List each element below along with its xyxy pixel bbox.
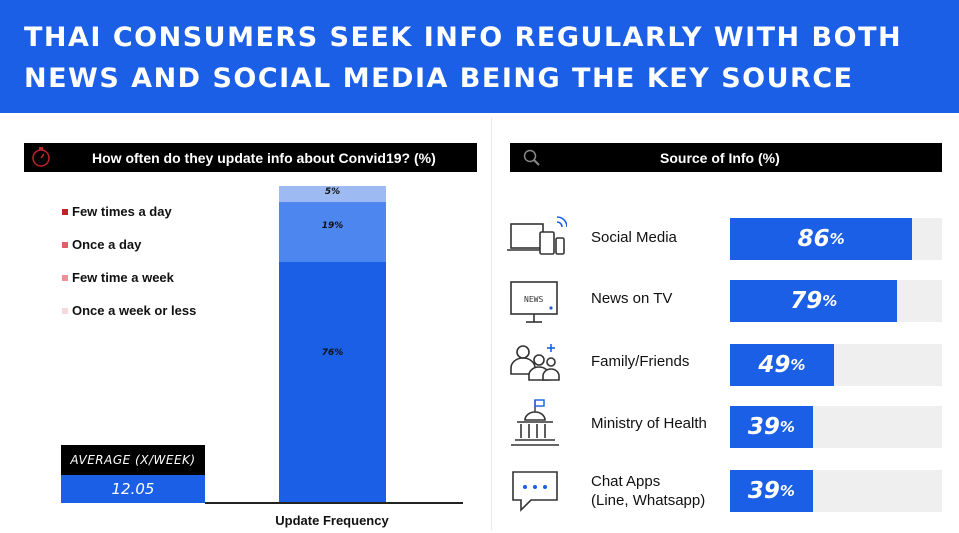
bar-segment-label: 19% <box>321 220 344 231</box>
source-track: 86% <box>730 218 942 260</box>
source-row-news-on-tv: NEWS News on TV 79% <box>505 272 945 332</box>
bar-segment-label: 76% <box>321 348 344 359</box>
source-bar <box>730 406 813 448</box>
source-value: 86% <box>797 226 845 252</box>
stopwatch-icon <box>30 146 52 168</box>
family-icon <box>505 336 567 396</box>
source-value: 49% <box>758 352 806 378</box>
legend-label: Once a day <box>72 237 142 252</box>
average-label: AVERAGE (X/WEEK) <box>61 445 205 475</box>
panel-divider <box>491 118 492 530</box>
title-line-1: THAI CONSUMERS SEEK INFO REGULARLY WITH … <box>24 22 903 53</box>
svg-text:NEWS: NEWS <box>524 295 543 304</box>
legend-item-few-week: Few time a week <box>62 270 174 285</box>
source-value: 79% <box>790 288 838 314</box>
source-track: 39% <box>730 406 942 448</box>
source-row-chat-apps: Chat Apps (Line, Whatsapp) 39% <box>505 462 945 522</box>
right-panel-header: Source of Info (%) <box>510 143 942 172</box>
legend-item-few-times-day: Few times a day <box>62 204 172 219</box>
legend-label: Few times a day <box>72 204 172 219</box>
right-panel-title: Source of Info (%) <box>660 149 780 166</box>
source-row-family-friends: Family/Friends 49% <box>505 336 945 396</box>
source-bar <box>730 470 813 512</box>
tv-news-icon: NEWS <box>505 272 567 332</box>
source-bar <box>730 344 834 386</box>
chat-bubble-icon <box>505 462 567 522</box>
legend-label: Few time a week <box>72 270 174 285</box>
source-label: Social Media <box>591 229 677 246</box>
devices-icon <box>505 210 568 270</box>
title-banner: THAI CONSUMERS SEEK INFO REGULARLY WITH … <box>0 0 959 113</box>
x-axis-line <box>205 502 463 504</box>
source-label: News on TV <box>591 290 673 307</box>
bar-segment-2 <box>279 201 386 262</box>
source-label: Ministry of Health <box>591 415 707 432</box>
legend-swatch <box>62 307 68 314</box>
magnifier-icon <box>522 148 542 168</box>
source-row-ministry-of-health: Ministry of Health 39% <box>505 398 945 458</box>
legend-item-once-week-or-less: Once a week or less <box>62 303 196 318</box>
source-track: 49% <box>730 344 942 386</box>
source-track: 79% <box>730 280 942 322</box>
government-building-icon <box>505 398 567 458</box>
legend-label: Once a week or less <box>72 303 197 318</box>
bar-segment-3 <box>279 186 386 202</box>
source-row-social-media: Social Media 86% <box>505 210 945 270</box>
average-value: 12.05 <box>61 475 205 503</box>
legend-item-once-day: Once a day <box>62 237 141 252</box>
left-panel-title: How often do they update info about Conv… <box>92 149 436 166</box>
source-label: Family/Friends <box>591 353 690 370</box>
title-line-2: NEWS AND SOCIAL MEDIA BEING THE KEY SOUR… <box>24 63 854 94</box>
legend-swatch <box>62 241 68 248</box>
left-panel-header: How often do they update info about Conv… <box>24 143 477 172</box>
source-bar <box>730 218 913 260</box>
bar-segment-label: 5% <box>324 187 341 198</box>
legend-swatch <box>62 274 68 281</box>
source-label: Chat Apps (Line, Whatsapp) <box>591 473 706 509</box>
source-value: 39% <box>747 478 795 504</box>
source-value: 39% <box>747 414 795 440</box>
source-bar <box>730 280 898 322</box>
bar-segment-1 <box>279 261 386 502</box>
legend-swatch <box>62 208 68 215</box>
source-track: 39% <box>730 470 942 512</box>
x-axis-label: Update Frequency <box>275 513 389 528</box>
